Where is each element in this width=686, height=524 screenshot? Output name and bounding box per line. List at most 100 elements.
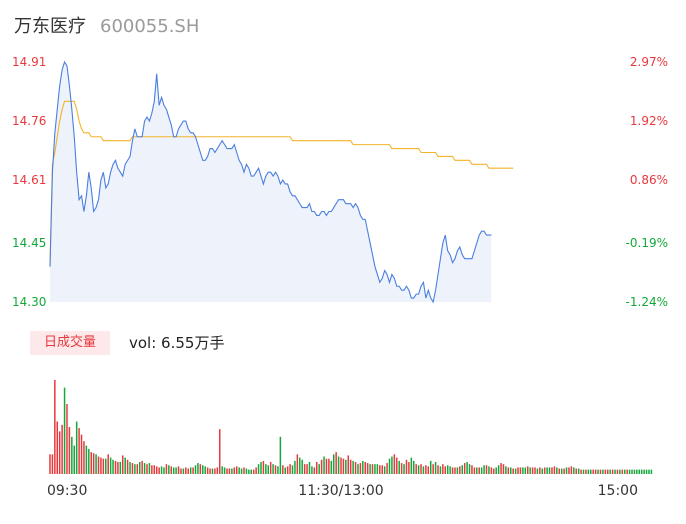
y-tick-right: 1.92% <box>630 114 668 128</box>
volume-bar <box>177 466 180 474</box>
volume-bar <box>531 467 534 474</box>
volume-bar <box>265 464 267 474</box>
volume-bar <box>408 461 410 474</box>
volume-bar <box>594 469 597 474</box>
volume-bar <box>102 458 105 474</box>
volume-bar <box>282 465 284 474</box>
volume-bar <box>548 467 551 474</box>
volume-bar <box>289 464 291 474</box>
volume-bar <box>134 464 136 474</box>
volume-bar <box>129 461 131 474</box>
volume-bar <box>640 469 643 474</box>
volume-bar <box>202 465 204 474</box>
volume-bar <box>301 459 303 474</box>
volume-bar <box>478 467 480 474</box>
volume-bar <box>471 465 473 474</box>
volume-bar <box>226 468 228 474</box>
volume-bar <box>194 465 197 474</box>
volume-bar <box>374 464 376 474</box>
volume-bar <box>172 467 175 474</box>
volume-bar <box>517 467 519 474</box>
volume-bar <box>318 464 320 474</box>
volume-bar <box>364 461 366 474</box>
volume-bar <box>141 460 143 474</box>
volume-bar <box>311 466 313 474</box>
volume-bar <box>568 467 570 474</box>
series-average <box>49 100 514 267</box>
volume-bar <box>396 457 398 474</box>
volume-bar <box>83 441 85 474</box>
volume-bar <box>592 469 594 474</box>
volume-bar <box>573 467 575 474</box>
volume-bar <box>131 463 134 474</box>
volume-bar <box>621 469 624 474</box>
volume-bar <box>151 465 153 474</box>
volume-bar <box>514 468 517 474</box>
y-tick-left: 14.91 <box>12 55 46 69</box>
volume-bar <box>558 468 560 474</box>
volume-bar <box>255 467 257 474</box>
volume-bar <box>148 463 151 474</box>
volume-bar <box>58 431 61 474</box>
volume-bar <box>383 466 386 474</box>
volume-bar <box>437 465 439 474</box>
volume-bar <box>422 466 425 474</box>
volume-bar <box>619 469 621 474</box>
volume-bar <box>117 461 119 474</box>
volume-bar <box>206 467 209 474</box>
volume-bar <box>299 457 301 474</box>
volume-bar <box>66 404 68 474</box>
volume-bar <box>483 465 485 474</box>
volume-bar <box>480 467 483 474</box>
volume-bar <box>61 424 63 474</box>
volume-bar <box>379 465 381 474</box>
volume-bar <box>359 463 362 474</box>
volume-bar <box>122 455 124 474</box>
volume-bar <box>398 460 400 474</box>
volume-bar <box>126 459 129 474</box>
volume-bar <box>340 457 342 474</box>
volume-bar <box>185 467 187 474</box>
volume-bar <box>609 469 611 474</box>
volume-bar <box>170 466 172 474</box>
volume-bar <box>442 464 444 474</box>
volume-bar <box>466 461 468 474</box>
y-axis-left: 14.91 14.76 14.61 14.45 14.30 <box>12 55 46 309</box>
volume-bar <box>519 467 522 474</box>
volume-bar <box>429 460 432 474</box>
volume-bar <box>260 461 262 474</box>
volume-bar <box>243 467 245 474</box>
volume-bar <box>505 466 507 474</box>
volume-bar <box>590 469 592 474</box>
volume-bar <box>493 468 495 474</box>
y-tick-left: 14.45 <box>12 236 46 250</box>
volume-bar <box>563 468 565 474</box>
volume-bar <box>570 466 573 474</box>
volume-bar <box>119 461 122 474</box>
volume-bar <box>294 460 296 474</box>
price-line <box>49 60 492 304</box>
volume-badge[interactable]: 日成交量 <box>30 331 110 355</box>
volume-bar <box>366 463 369 474</box>
volume-bar <box>286 466 289 474</box>
volume-bar <box>345 459 347 474</box>
x-tick-label: 11:30/13:00 <box>298 483 383 499</box>
volume-bar <box>352 460 354 474</box>
volume-bar <box>403 464 405 474</box>
volume-bar <box>214 468 216 474</box>
volume-bar <box>199 464 202 474</box>
volume-bar <box>100 457 102 474</box>
volume-bar <box>524 467 527 474</box>
volume-bar <box>109 457 112 474</box>
y-tick-left: 14.61 <box>12 173 46 187</box>
volume-bar <box>296 454 299 474</box>
volume-bar <box>565 467 568 474</box>
volume-bar <box>529 467 531 474</box>
volume-bar <box>473 467 476 474</box>
volume-bar <box>650 469 653 474</box>
volume-bar <box>587 469 590 474</box>
volume-bar <box>556 467 558 474</box>
volume-bar <box>342 458 345 474</box>
volume-bar <box>158 467 160 474</box>
volume-bar <box>231 468 233 474</box>
